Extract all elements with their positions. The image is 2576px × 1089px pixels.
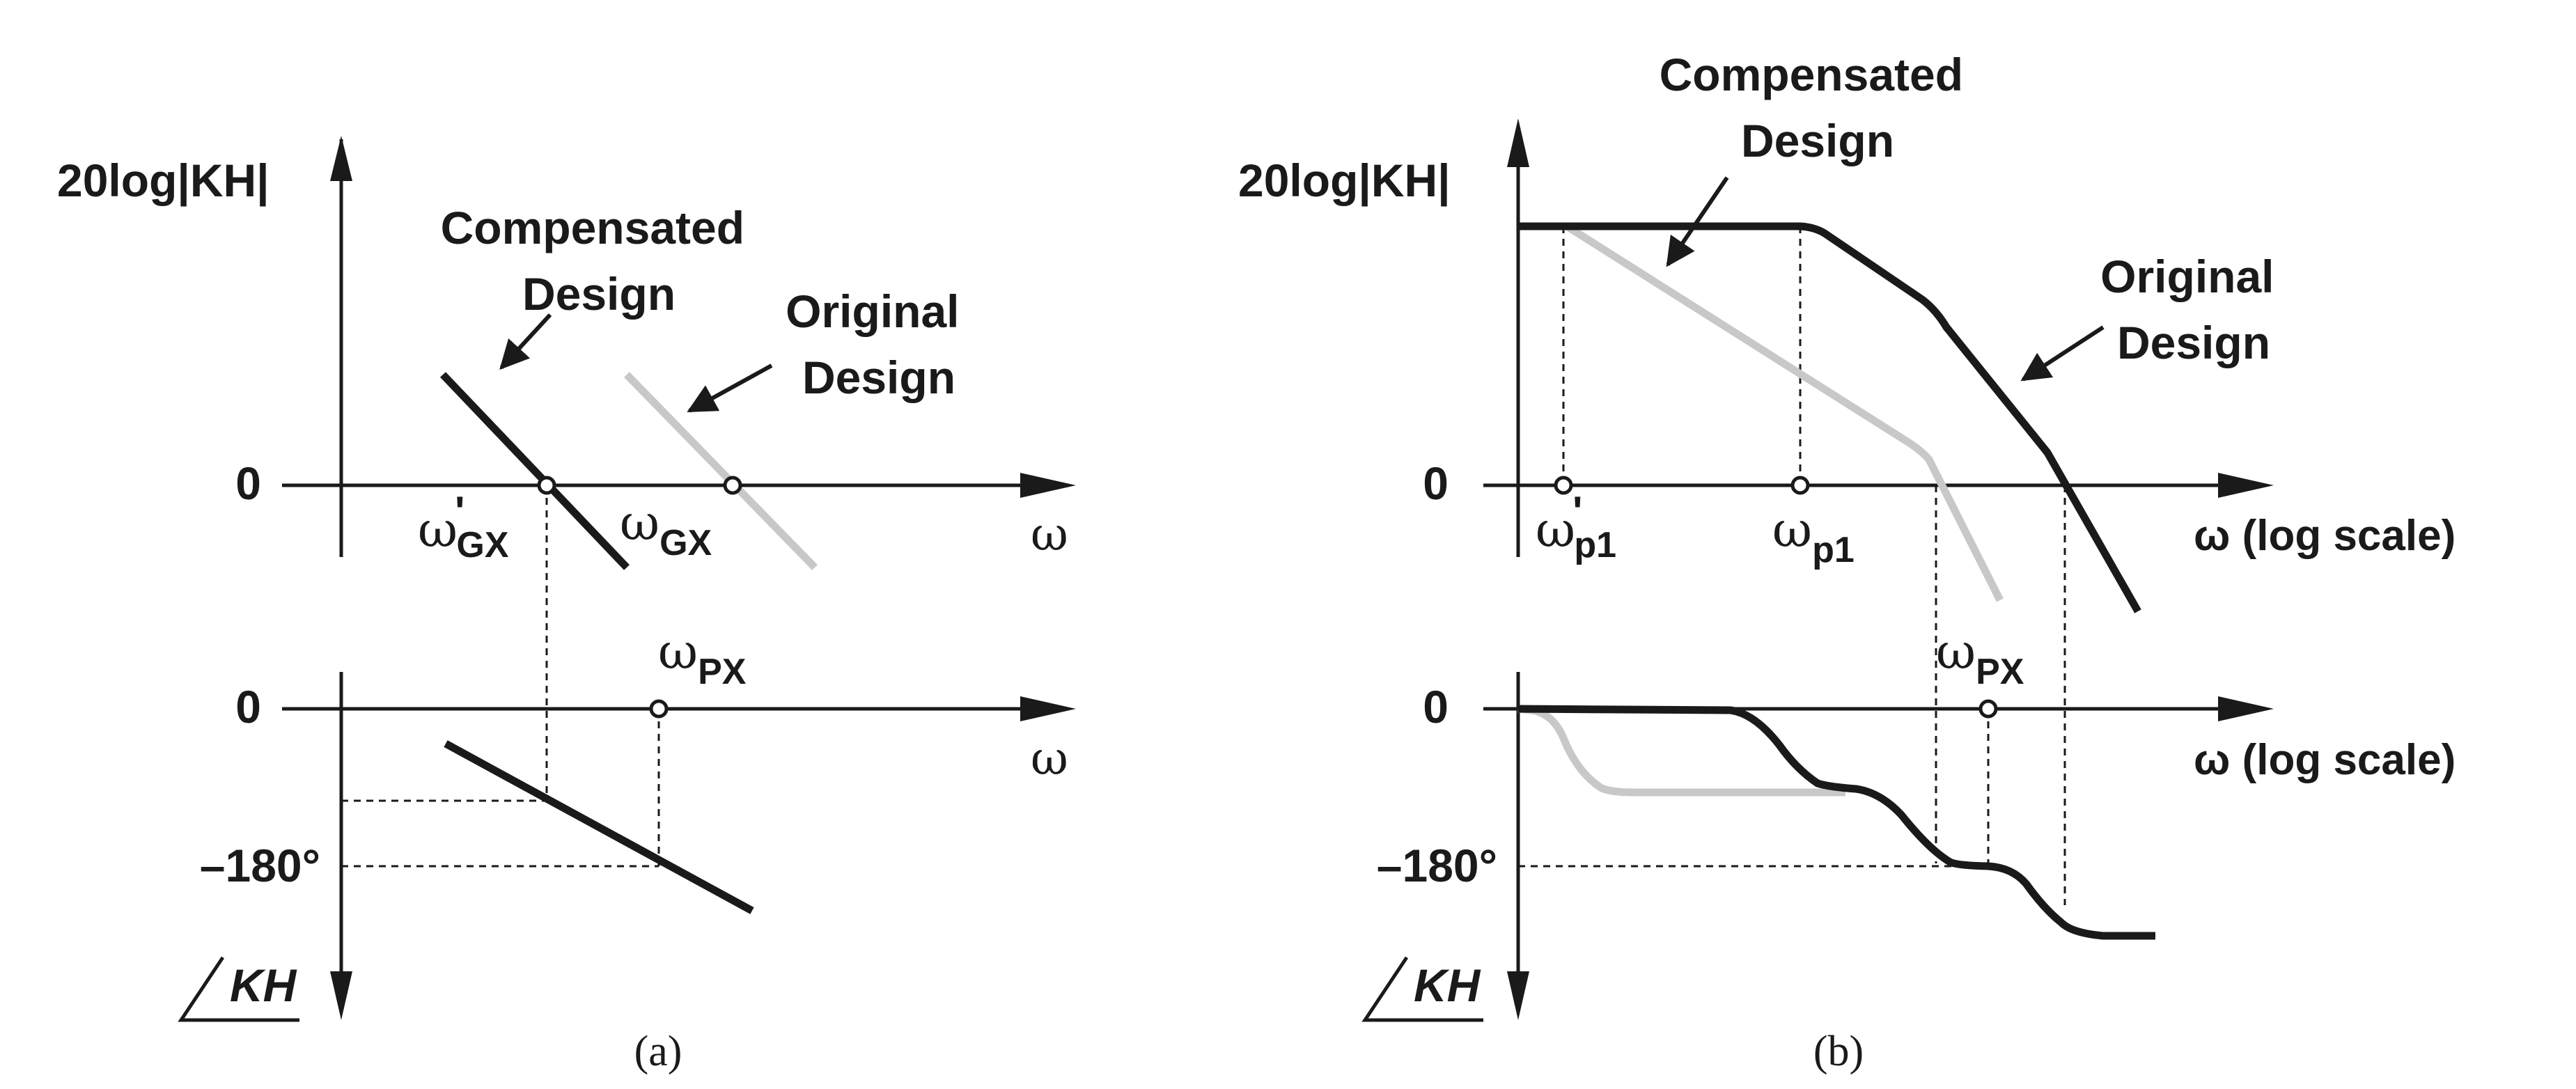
panel-b-zero-phase: 0 [1423,681,1449,732]
panel-a-magnitude-ylabel: 20log|KH| [57,155,270,207]
panel-a-minus180-tick: –180° [200,840,320,891]
panel-b-compensated-pointer [1666,176,1729,267]
panel-a-x-symbol-bottom: ω [1031,732,1068,785]
panel-b-original-pointer [2020,325,2105,382]
panel-b-x-label-top: ω (log scale) [2194,512,2456,560]
panel-a-wpx-label: ωPX [658,623,747,692]
panel-b-zero-magnitude: 0 [1423,457,1449,509]
panel-a-wgx-label: ωGX [620,494,712,563]
panel-a-compensated-pointer [499,313,552,370]
panel-b-phase-y-arrow [1507,971,1529,1020]
panel-b-wp1-marker [1790,476,1810,495]
panel-a-phase-line [444,740,754,914]
panel-b-magnitude-y-arrow [1507,118,1529,167]
panel-a-wgx-prime-marker [537,476,556,495]
panel-a-angle-symbol [178,956,299,1022]
panel-a-wpx-marker [649,699,669,719]
panel-b-compensated-phase-curve [1517,705,2155,940]
panel-a-caption: (a) [634,1028,682,1075]
panel-b-wp1-prime-marker [1554,476,1573,495]
panel-b-original-label: Original Design [2100,251,2287,368]
panel-a-phase-ylabel: KH [230,959,297,1011]
panel-b: 20log|KH| 0 0 –180° ω (log scale) ω (log… [1238,49,2456,1075]
panel-a: 20log|KH| 0 0 –180° ω ω Compensated Desi… [57,136,1076,1075]
panel-b-caption: (b) [1813,1028,1864,1075]
panel-b-original-phase-curve [1517,705,1845,797]
panel-b-magnitude-ylabel: 20log|KH| [1238,155,1451,207]
panel-a-compensated-label: Compensated Design [441,202,758,320]
panel-b-wpx-label: ωPX [1936,623,2024,692]
panel-a-zero-magnitude: 0 [235,457,261,509]
panel-a-compensated-magnitude-line [440,372,630,570]
panel-a-original-label: Original Design [786,285,972,403]
panel-b-original-magnitude-curve [1565,223,2004,602]
panel-a-x-symbol-top: ω [1031,508,1068,561]
panel-a-magnitude-x-arrow [1020,473,1076,498]
panel-b-wp1-label: ωp1 [1772,501,1855,570]
panel-a-phase-x-arrow [1020,696,1076,721]
panel-a-original-magnitude-line [624,372,818,570]
panel-b-wpx-marker [1978,699,1998,719]
panel-a-magnitude-y-arrow [330,136,352,181]
panel-b-phase-ylabel: KH [1414,959,1481,1011]
panel-b-compensated-label: Compensated Design [1660,49,1976,166]
panel-b-wp1-prime-label: ω' p1 [1536,488,1616,565]
panel-a-original-pointer [687,363,773,413]
panel-b-magnitude-x-arrow [2218,473,2274,498]
panel-b-compensated-magnitude-curve [1518,222,2141,613]
panel-a-zero-phase: 0 [235,681,261,732]
panel-a-phase-y-arrow [330,971,352,1020]
panel-b-minus180-tick: –180° [1377,840,1497,891]
panel-b-phase-x-arrow [2218,696,2274,721]
panel-a-wgx-prime-label: ω' GX [418,488,509,565]
panel-b-x-label-bottom: ω (log scale) [2194,736,2456,784]
panel-a-wgx-marker [723,476,742,495]
panel-b-angle-symbol [1361,956,1483,1022]
